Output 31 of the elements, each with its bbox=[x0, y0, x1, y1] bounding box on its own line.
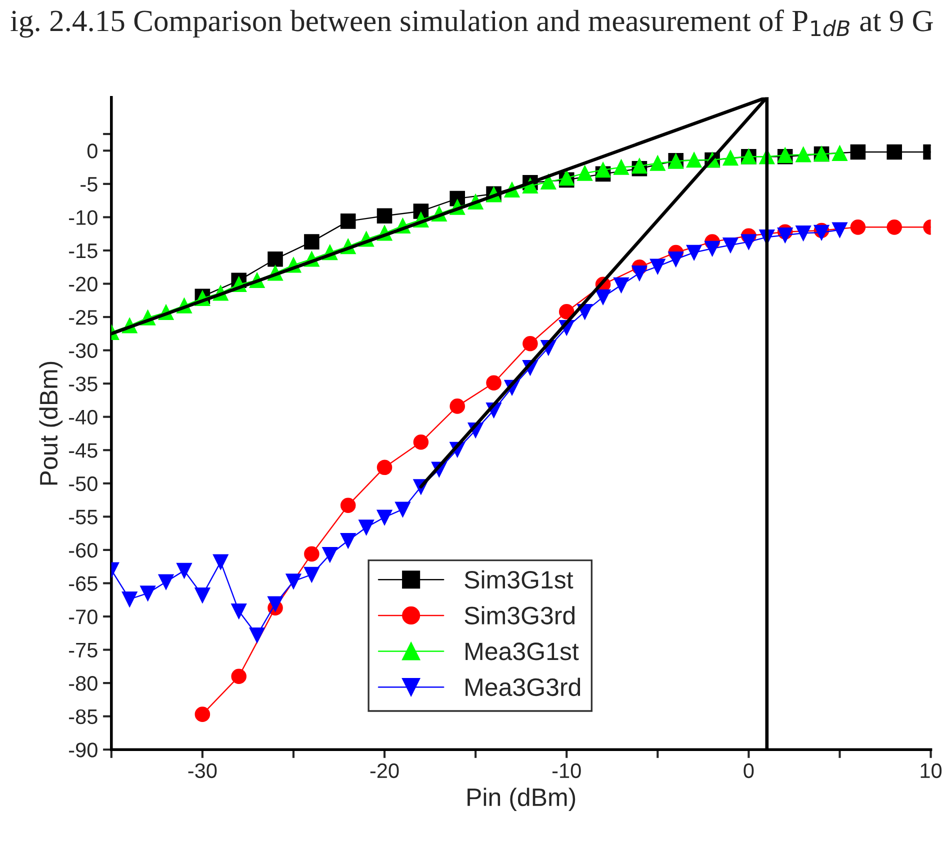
legend-label: Sim3G3rd bbox=[464, 606, 574, 624]
y-tick-label: -80 bbox=[69, 676, 98, 691]
legend-label: Mea3G1st bbox=[466, 642, 579, 660]
x-tick-label: 0 bbox=[744, 763, 754, 778]
y-tick-label: -90 bbox=[69, 742, 98, 758]
y-tick-label: -30 bbox=[69, 343, 98, 358]
y-tick-label: -45 bbox=[69, 443, 98, 458]
y-tick-label: -35 bbox=[69, 376, 98, 392]
chart-title: ig. 2.4.15 Comparison between simulation and measurement of P$_{1dB}$ at 9 G bbox=[10, 10, 933, 38]
legend-label: Mea3G3rd bbox=[466, 678, 580, 696]
y-tick-label: -85 bbox=[69, 709, 98, 724]
y-tick-label: -20 bbox=[69, 276, 98, 292]
y-tick-label: -70 bbox=[69, 609, 98, 624]
legend-label: Sim3G1st bbox=[464, 570, 574, 589]
x-tick-label: -20 bbox=[370, 763, 399, 778]
x-axis-title: Pin (dBm) bbox=[468, 788, 576, 812]
x-tick-label: 10 bbox=[920, 763, 942, 778]
y-axis-title: Pout (dBm) bbox=[39, 362, 63, 485]
y-tick-label: -55 bbox=[69, 510, 98, 524]
y-tick-label: 0 bbox=[87, 144, 98, 158]
y-tick-label: -15 bbox=[69, 244, 98, 258]
y-tick-label: -65 bbox=[69, 576, 98, 591]
y-tick-label: -60 bbox=[69, 542, 98, 558]
y-tick-label: -50 bbox=[69, 476, 98, 492]
x-tick-label: -30 bbox=[188, 763, 217, 778]
x-tick-label: -10 bbox=[552, 763, 581, 778]
y-tick-label: -40 bbox=[69, 410, 98, 425]
y-tick-label: -75 bbox=[69, 642, 98, 658]
y-tick-label: -25 bbox=[69, 310, 98, 325]
y-tick-label: -10 bbox=[69, 210, 98, 225]
y-tick-label: -5 bbox=[80, 177, 98, 192]
